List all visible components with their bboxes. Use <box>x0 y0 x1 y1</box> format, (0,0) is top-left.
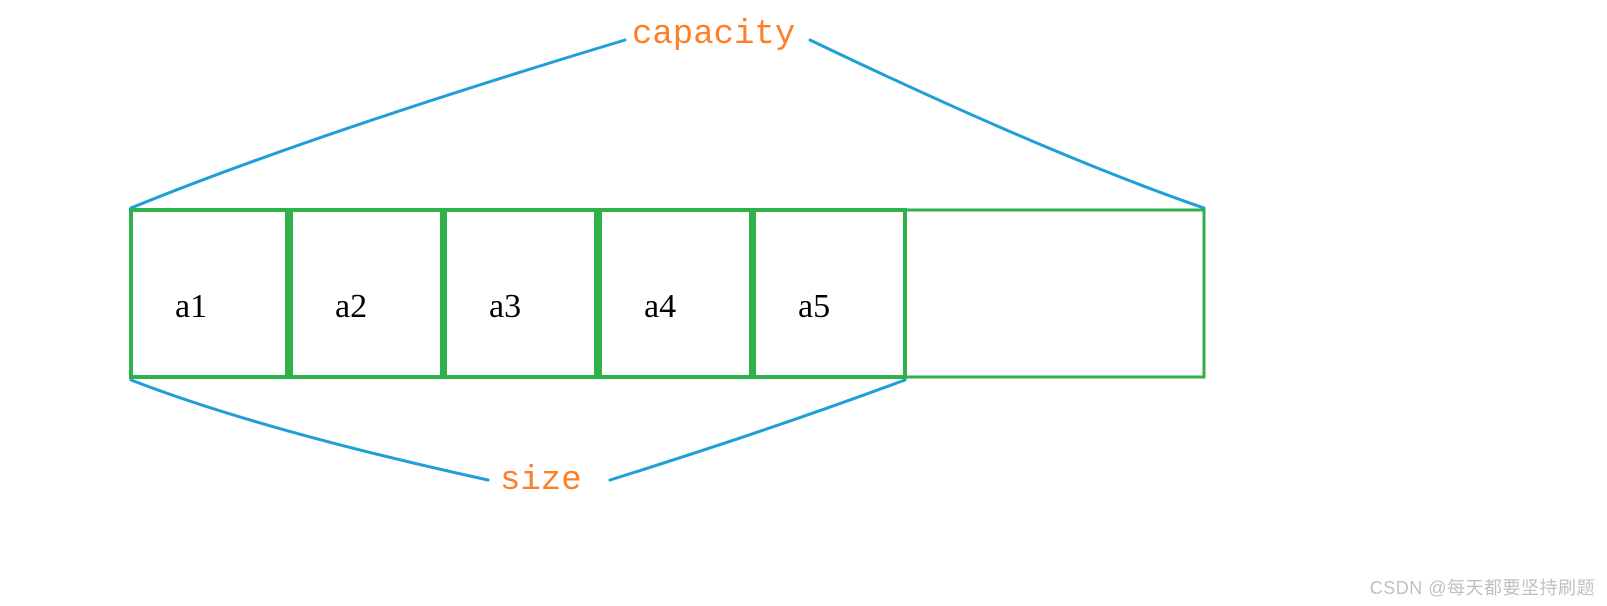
connector-line <box>610 380 905 480</box>
size-label: size <box>500 462 582 500</box>
watermark-text: CSDN @每天都要坚持刷题 <box>1370 574 1595 600</box>
array-cell <box>131 210 287 377</box>
array-cell-label: a3 <box>489 288 521 326</box>
connector-line <box>131 380 488 480</box>
array-cell-label: a5 <box>798 288 830 326</box>
array-cell-label: a1 <box>175 288 207 326</box>
array-cell-label: a2 <box>335 288 367 326</box>
connector-line <box>810 40 1204 208</box>
array-cell-label: a4 <box>644 288 676 326</box>
connector-line <box>131 40 625 208</box>
capacity-label: capacity <box>632 16 795 54</box>
